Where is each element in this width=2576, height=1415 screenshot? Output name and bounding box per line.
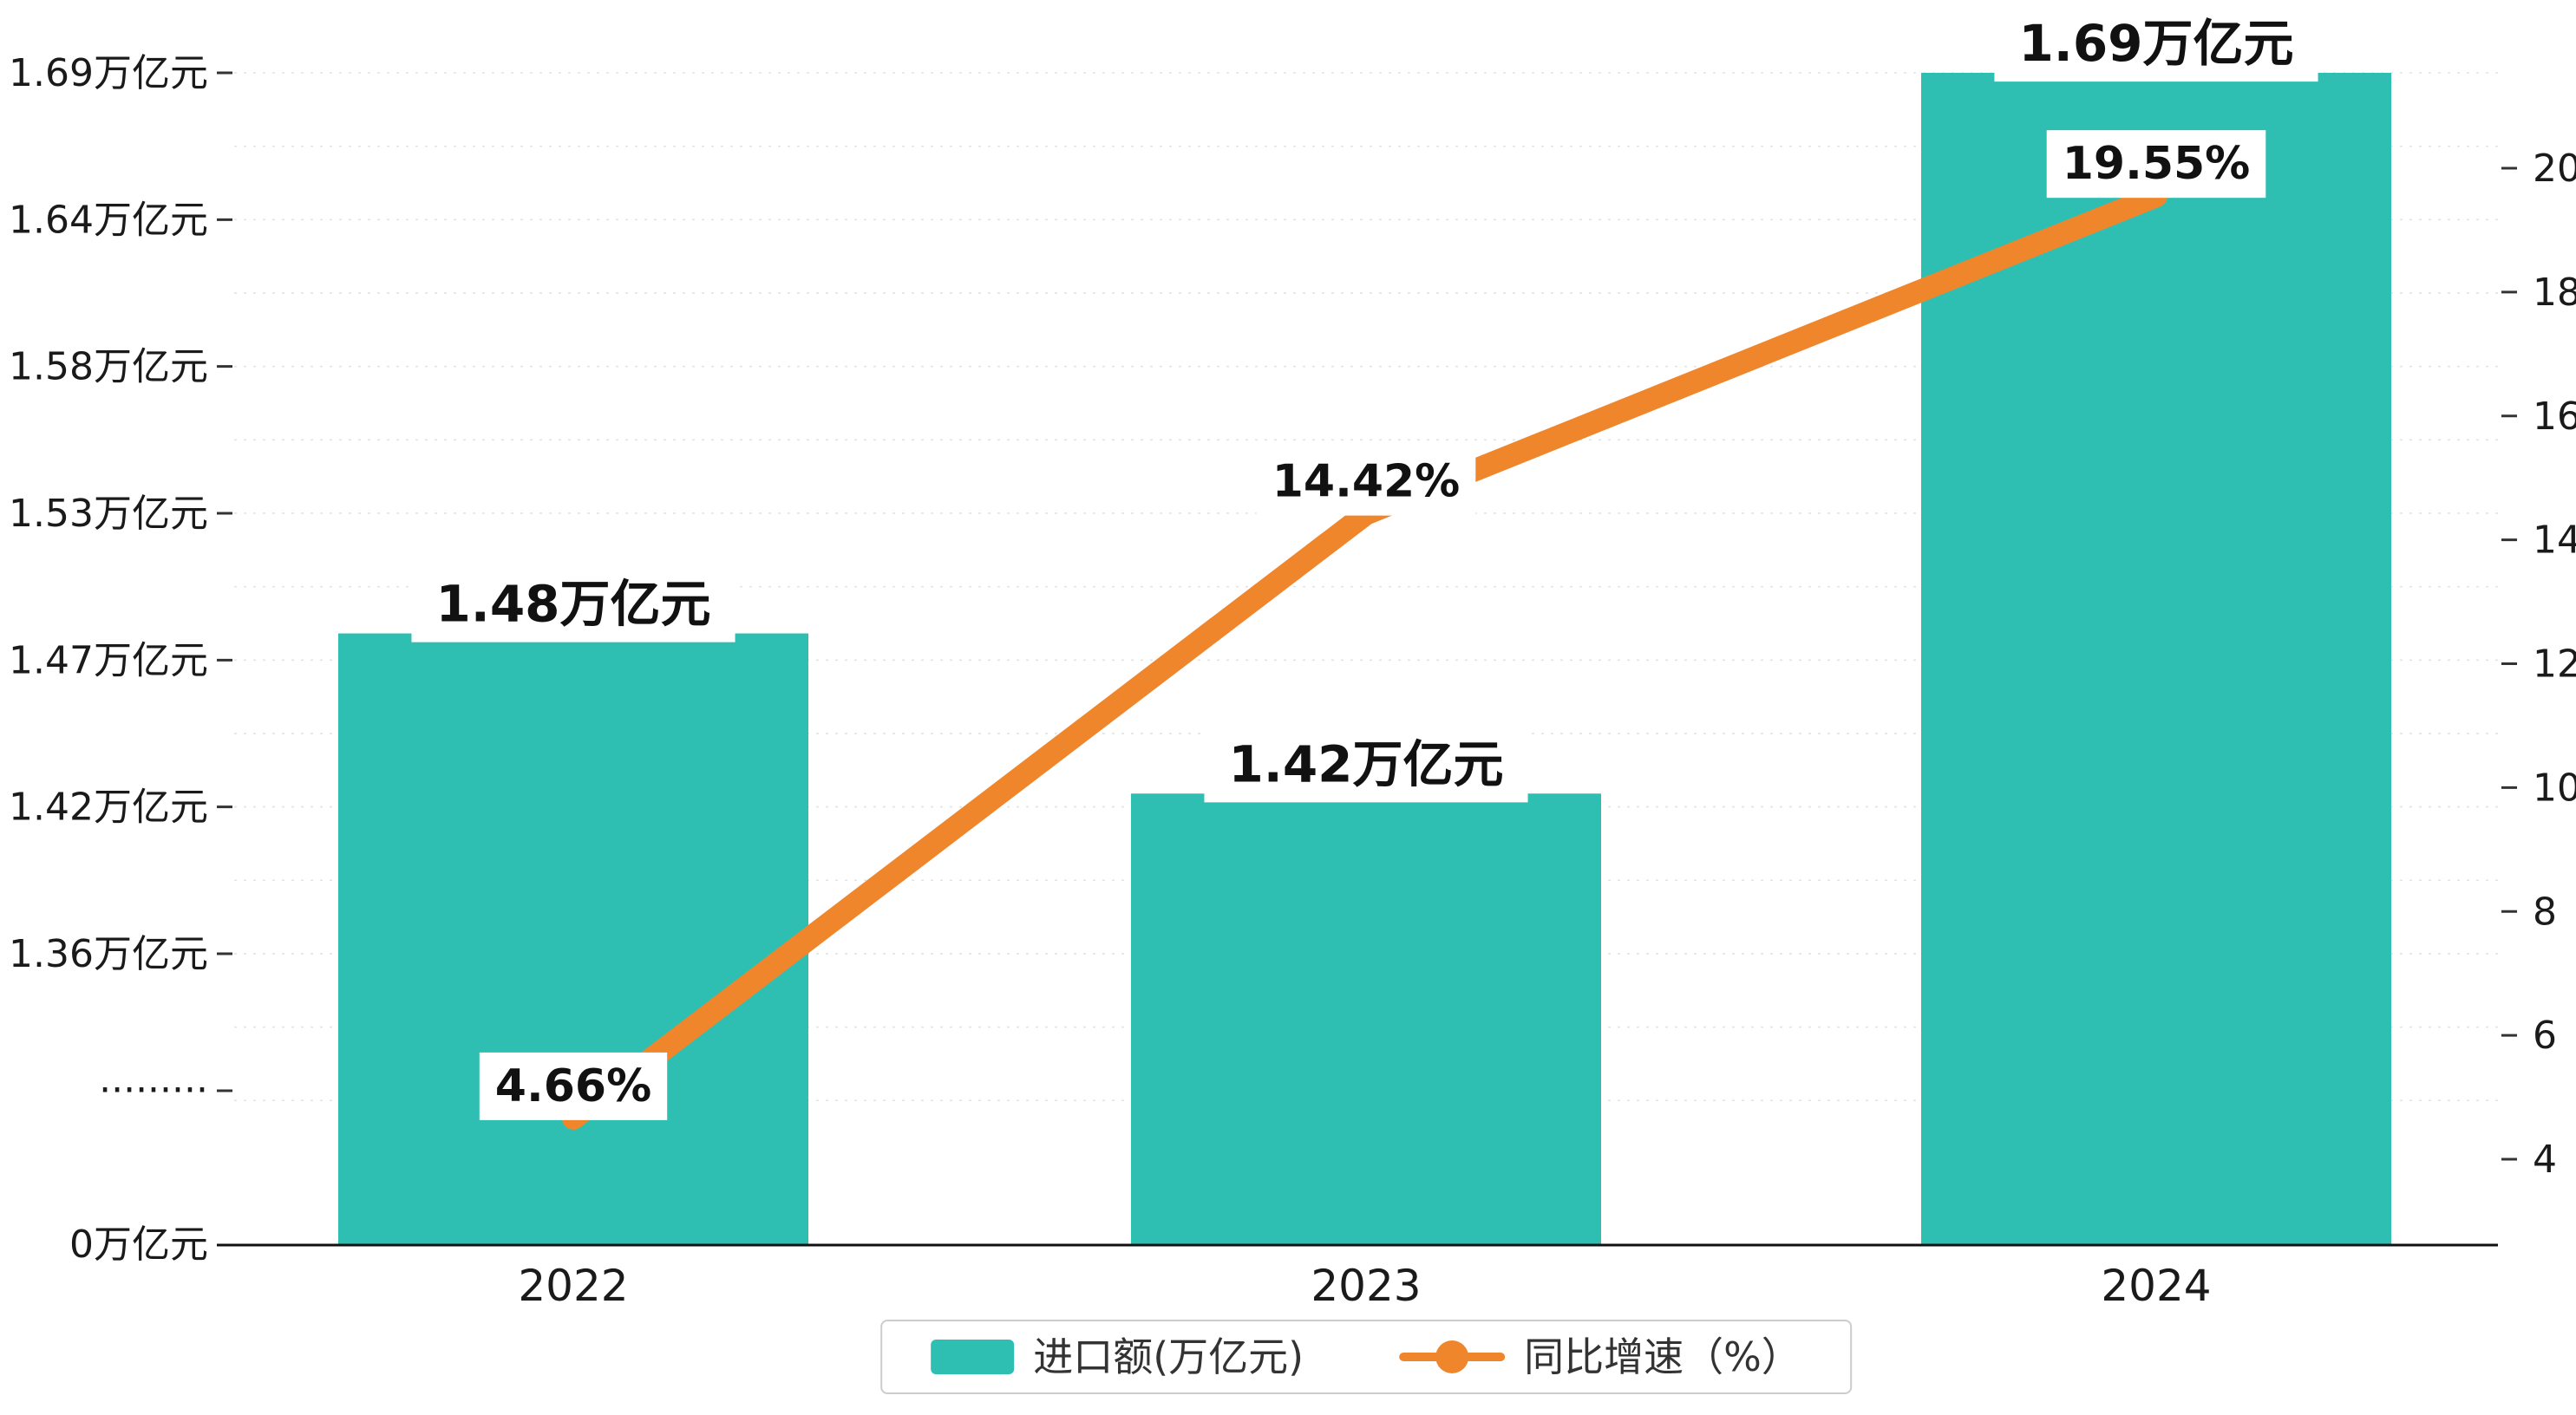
legend-item-growth[interactable]: 同比增速（%） [1399, 1337, 1801, 1377]
legend-item-imports[interactable]: 进口额(万亿元) [931, 1337, 1304, 1377]
left-axis-label: 1.58万亿元 [9, 345, 208, 389]
x-axis-label-2023: 2023 [1311, 1261, 1421, 1311]
line-value-label-2022-bg [479, 1052, 668, 1120]
bar-value-label-2023-bg [1204, 726, 1528, 803]
line-legend-swatch [1399, 1340, 1506, 1373]
right-axis-label: 18 [2533, 271, 2576, 315]
legend: 进口额(万亿元) 同比增速（%） [880, 1320, 1852, 1394]
left-axis-label: 1.47万亿元 [9, 638, 208, 682]
line-legend-dot [1435, 1340, 1469, 1373]
line-value-label-2023-bg [1256, 447, 1476, 516]
right-axis-label: 4 [2533, 1138, 2557, 1182]
bar-2022[interactable] [338, 633, 808, 1245]
legend-label-imports: 进口额(万亿元) [1033, 1333, 1304, 1380]
left-axis-label: 1.42万亿元 [9, 786, 208, 830]
axis-break-label: ········· [99, 1068, 208, 1112]
x-axis-label-2024: 2024 [2101, 1261, 2211, 1311]
right-axis-label: 20 [2533, 147, 2576, 191]
bar-value-label-2024: 1.69万亿元 [2018, 14, 2293, 73]
line-value-label-2024: 19.55% [2063, 138, 2251, 190]
bar-2023[interactable] [1131, 793, 1601, 1245]
x-axis-label-2022: 2022 [518, 1261, 628, 1311]
left-axis-label: 1.64万亿元 [9, 198, 208, 242]
bar-legend-swatch [931, 1340, 1015, 1374]
legend-label-growth: 同比增速（%） [1524, 1333, 1801, 1380]
left-axis-label: 1.53万亿元 [9, 492, 208, 536]
line-value-label-2022: 4.66% [495, 1060, 651, 1112]
bar-value-label-2022: 1.48万亿元 [435, 575, 710, 634]
bar-2024[interactable] [1921, 73, 2391, 1245]
right-axis-label: 10 [2533, 766, 2576, 810]
right-axis-label: 6 [2533, 1014, 2557, 1058]
left-axis-zero-label: 0万亿元 [69, 1223, 208, 1267]
right-axis-label: 8 [2533, 890, 2557, 934]
bar-value-label-2022-bg [411, 565, 736, 642]
left-axis-label: 1.36万亿元 [9, 932, 208, 976]
right-axis-label: 12 [2533, 642, 2576, 687]
bar-value-label-2024-bg [1994, 5, 2318, 82]
bar-value-label-2023: 1.42万亿元 [1228, 734, 1503, 793]
right-axis-label: 14 [2533, 518, 2576, 563]
line-value-label-2024-bg [2046, 130, 2266, 199]
right-axis-label: 16 [2533, 395, 2576, 439]
left-axis-label: 1.69万亿元 [9, 51, 208, 95]
line-value-label-2023: 14.42% [1272, 456, 1461, 508]
